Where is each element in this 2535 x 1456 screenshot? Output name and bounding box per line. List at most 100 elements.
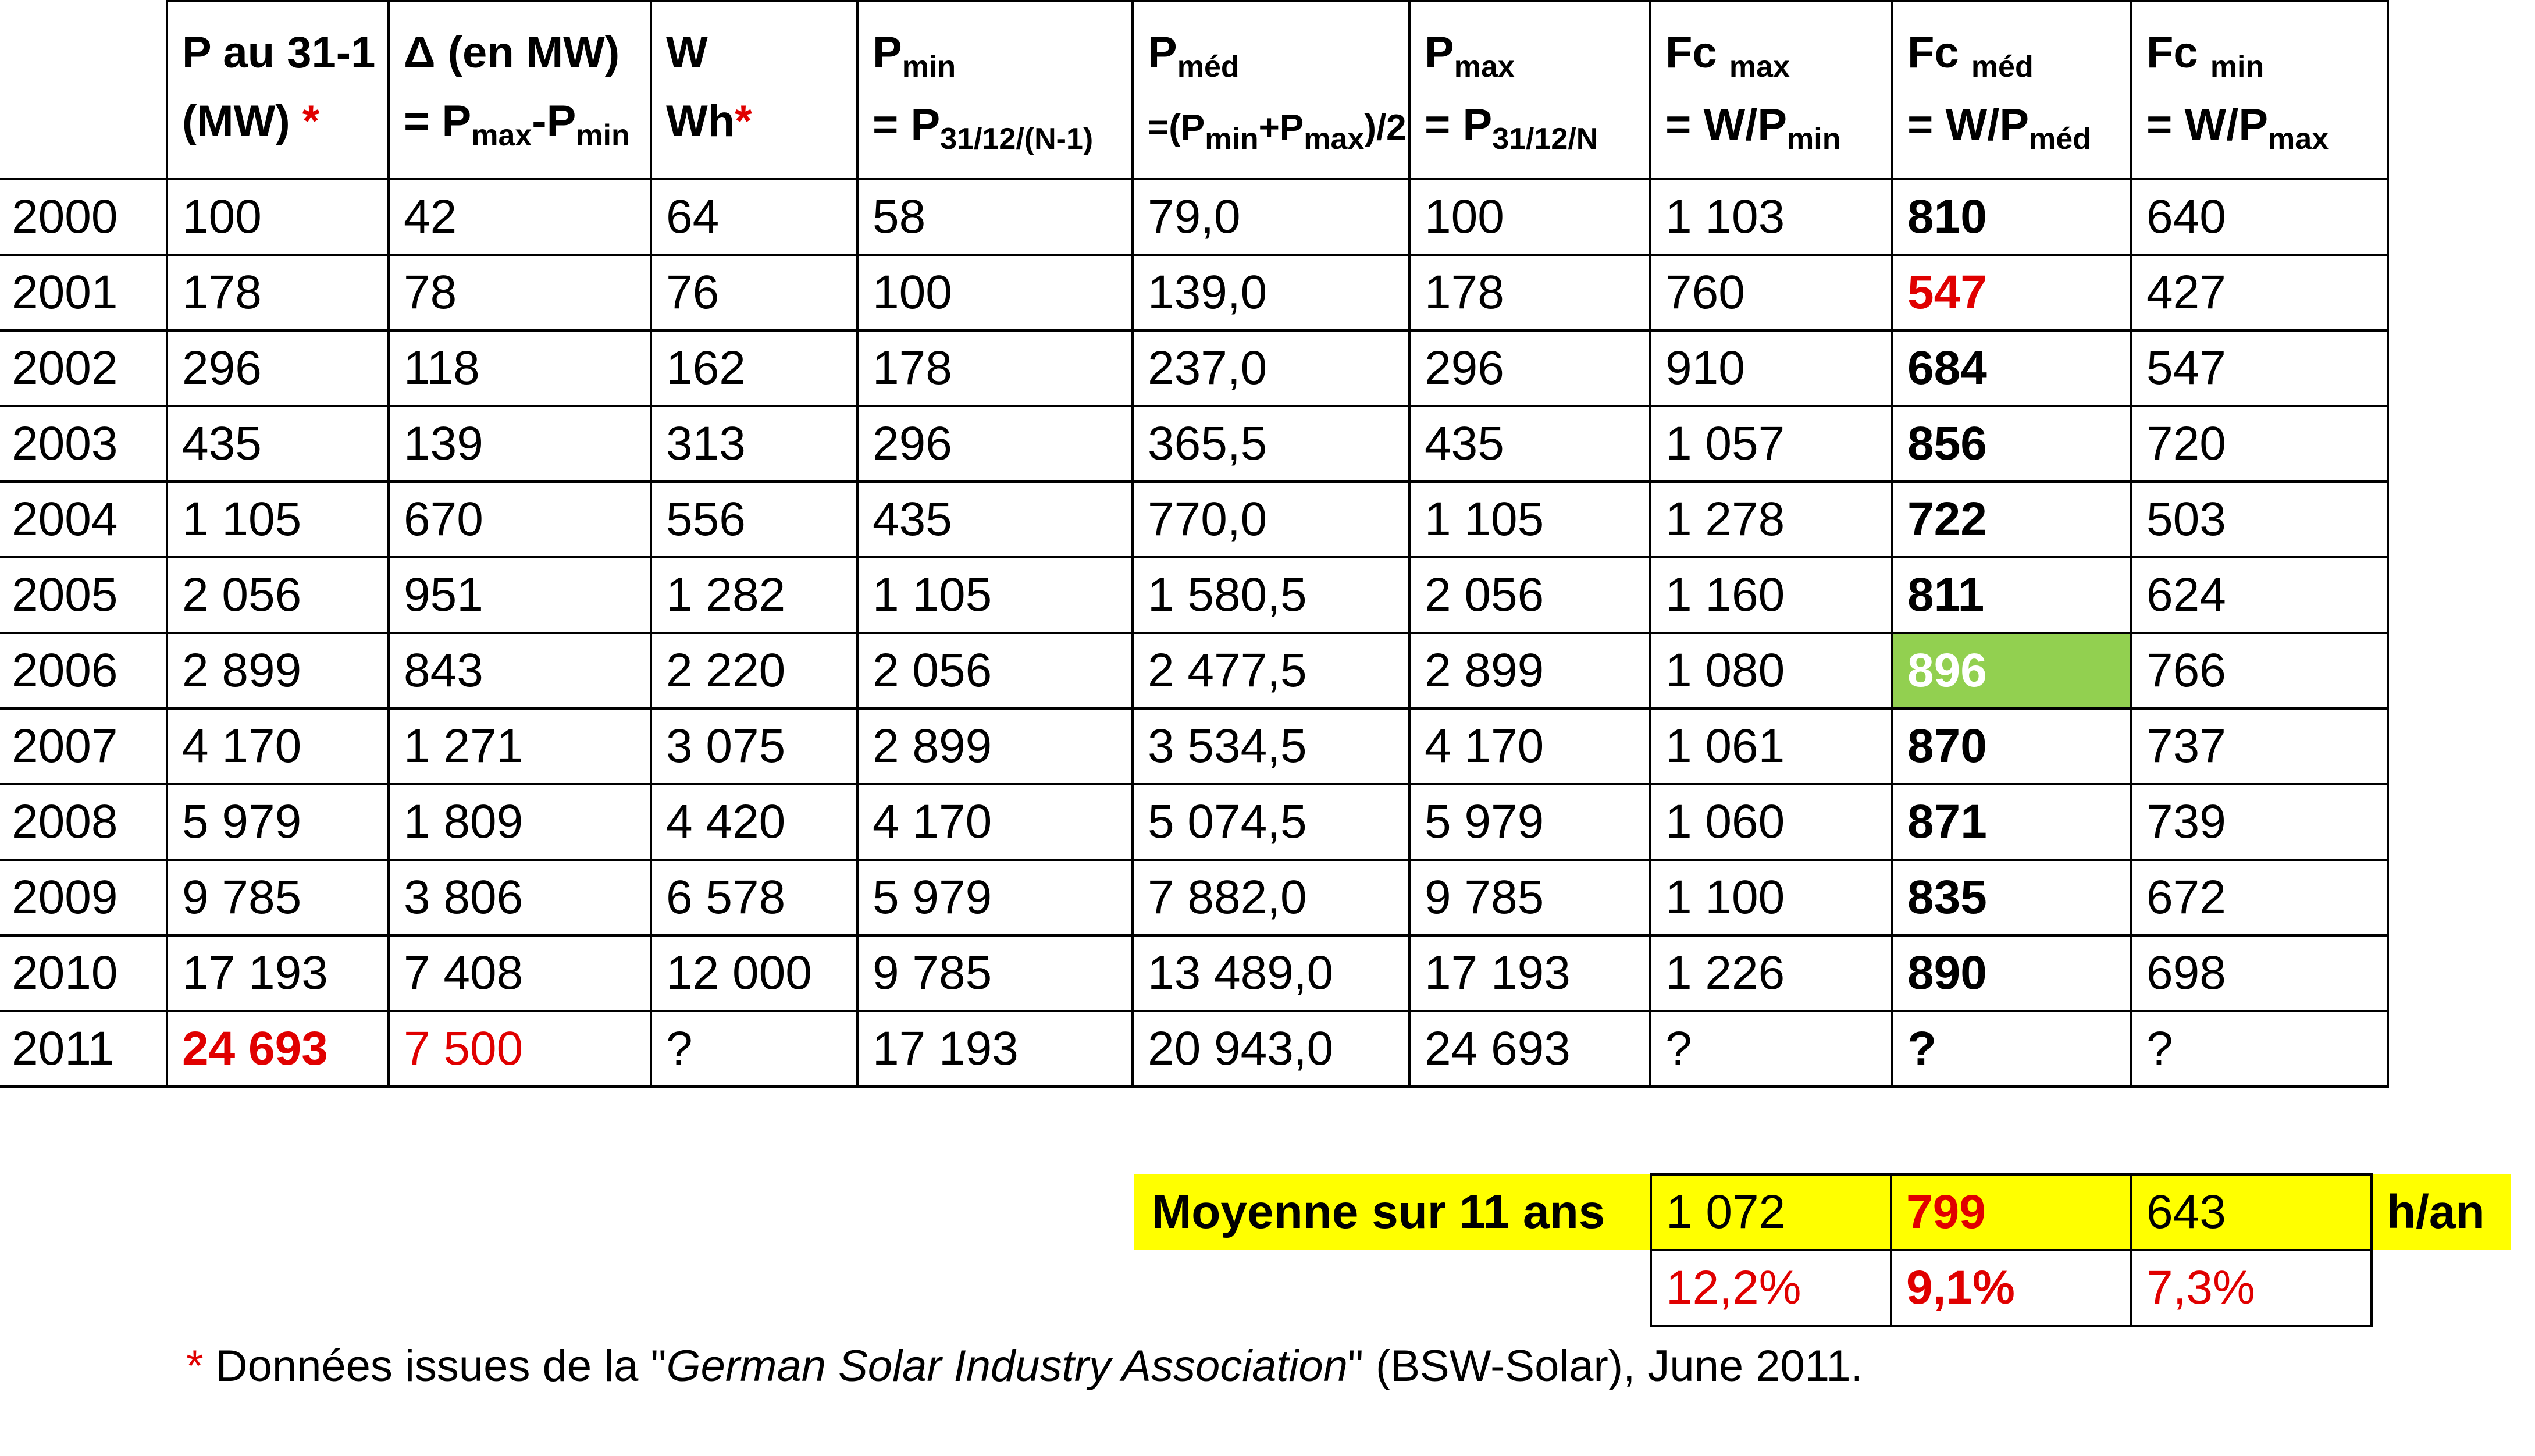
table-row: 2003 435 139 313 296 365,5 435 1 057 856… [0,405,2389,483]
summary-unit: h/an [2370,1174,2511,1250]
header-fcmed: Fc méd = W/Pméd [1891,0,2132,180]
cell-delta: 7 408 [387,934,652,1012]
cell-fcmin: 672 [2130,859,2389,937]
cell-pmax: 2 056 [1408,556,1651,634]
cell-fcmax: ? [1649,1010,1893,1088]
table-row: 2002 296 118 162 178 237,0 296 910 684 5… [0,329,2389,407]
cell-p: 5 979 [166,783,390,861]
cell-fcmax: 1 103 [1649,178,1893,256]
cell-p: 178 [166,254,390,332]
cell-delta: 670 [387,480,652,558]
production-table: P au 31-1 (MW) * Δ (en MW) = Pmax-Pmin W… [0,0,2389,1088]
cell-delta: 139 [387,405,652,483]
cell-delta: 843 [387,632,652,710]
cell-fcmin: 739 [2130,783,2389,861]
cell-delta: 1 271 [387,707,652,785]
cell-pmin: 58 [856,178,1134,256]
cell-p: 17 193 [166,934,390,1012]
header-p: P au 31-1 (MW) * [166,0,390,180]
table-row: 2005 2 056 951 1 282 1 105 1 580,5 2 056… [0,556,2389,634]
cell-pmax: 296 [1408,329,1651,407]
summary-average-row: Moyenne sur 11 ans 1 072 799 643 h/an [1134,1173,2511,1251]
cell-fcmed: 870 [1891,707,2132,785]
header-pmin: Pmin = P31/12/(N-1) [856,0,1134,180]
cell-fcmed: 835 [1891,859,2132,937]
cell-pmin: 5 979 [856,859,1134,937]
footnote: * Données issues de la "German Solar Ind… [186,1341,1863,1391]
cell-w: ? [650,1010,859,1088]
cell-year: 2006 [0,632,168,710]
cell-pmax: 178 [1408,254,1651,332]
cell-p: 100 [166,178,390,256]
cell-delta: 1 809 [387,783,652,861]
cell-p-highlight: 24 693 [166,1010,390,1088]
cell-delta: 3 806 [387,859,652,937]
cell-pmin: 4 170 [856,783,1134,861]
cell-fcmin: 624 [2130,556,2389,634]
cell-fcmed: 811 [1891,556,2132,634]
cell-pmax: 5 979 [1408,783,1651,861]
cell-year: 2000 [0,178,168,256]
cell-fcmin: 766 [2130,632,2389,710]
cell-fcmed-max-highlight: 896 [1891,632,2132,710]
summary-table: Moyenne sur 11 ans 1 072 799 643 h/an 12… [1134,1173,2511,1327]
cell-w: 64 [650,178,859,256]
cell-pmax: 100 [1408,178,1651,256]
cell-pmed: 5 074,5 [1131,783,1411,861]
cell-fcmed: 684 [1891,329,2132,407]
cell-pmed: 2 477,5 [1131,632,1411,710]
cell-fcmax: 1 226 [1649,934,1893,1012]
cell-pmin: 296 [856,405,1134,483]
summary-pct-fcmax: 12,2% [1650,1249,1892,1327]
header-year [0,1,168,180]
cell-delta: 42 [387,178,652,256]
cell-year: 2008 [0,783,168,861]
cell-fcmax: 760 [1649,254,1893,332]
cell-p: 296 [166,329,390,407]
cell-pmin: 9 785 [856,934,1134,1012]
cell-w: 1 282 [650,556,859,634]
summary-spacer-end [2370,1250,2511,1326]
cell-pmin: 2 899 [856,707,1134,785]
cell-fcmed-min-highlight: 547 [1891,254,2132,332]
cell-w: 162 [650,329,859,407]
cell-year: 2002 [0,329,168,407]
cell-pmax: 1 105 [1408,480,1651,558]
cell-fcmax: 1 061 [1649,707,1893,785]
cell-year: 2004 [0,480,168,558]
cell-w: 4 420 [650,783,859,861]
footnote-before: Données issues de la " [203,1341,667,1391]
table-row: 2001 178 78 76 100 139,0 178 760 547 427 [0,254,2389,332]
cell-fcmed: ? [1891,1010,2132,1088]
cell-pmax: 2 899 [1408,632,1651,710]
cell-w: 6 578 [650,859,859,937]
cell-year: 2005 [0,556,168,634]
cell-year: 2010 [0,934,168,1012]
cell-delta: 118 [387,329,652,407]
cell-pmin: 2 056 [856,632,1134,710]
footnote-after: " (BSW-Solar), June 2011. [1347,1341,1863,1391]
cell-fcmin: 640 [2130,178,2389,256]
table-row: 2004 1 105 670 556 435 770,0 1 105 1 278… [0,480,2389,558]
table-row: 2006 2 899 843 2 220 2 056 2 477,5 2 899… [0,632,2389,710]
cell-pmed: 770,0 [1131,480,1411,558]
cell-w: 556 [650,480,859,558]
cell-delta-highlight: 7 500 [387,1010,652,1088]
header-fcmin: Fc min = W/Pmax [2130,0,2389,180]
cell-pmin: 100 [856,254,1134,332]
footnote-source: German Solar Industry Association [666,1341,1348,1391]
cell-pmed: 20 943,0 [1131,1010,1411,1088]
header-delta: Δ (en MW) = Pmax-Pmin [387,0,652,180]
cell-fcmed: 810 [1891,178,2132,256]
cell-fcmax: 1 080 [1649,632,1893,710]
cell-w: 313 [650,405,859,483]
cell-fcmin: 503 [2130,480,2389,558]
header-pmax: Pmax = P31/12/N [1408,0,1651,180]
header-pmed: Pméd =(Pmin+Pmax)/2 [1131,0,1411,180]
summary-fcmed: 799 [1890,1173,2132,1251]
cell-p: 9 785 [166,859,390,937]
cell-pmed: 13 489,0 [1131,934,1411,1012]
summary-pct-fcmed: 9,1% [1890,1249,2132,1327]
cell-p: 1 105 [166,480,390,558]
cell-year: 2007 [0,707,168,785]
